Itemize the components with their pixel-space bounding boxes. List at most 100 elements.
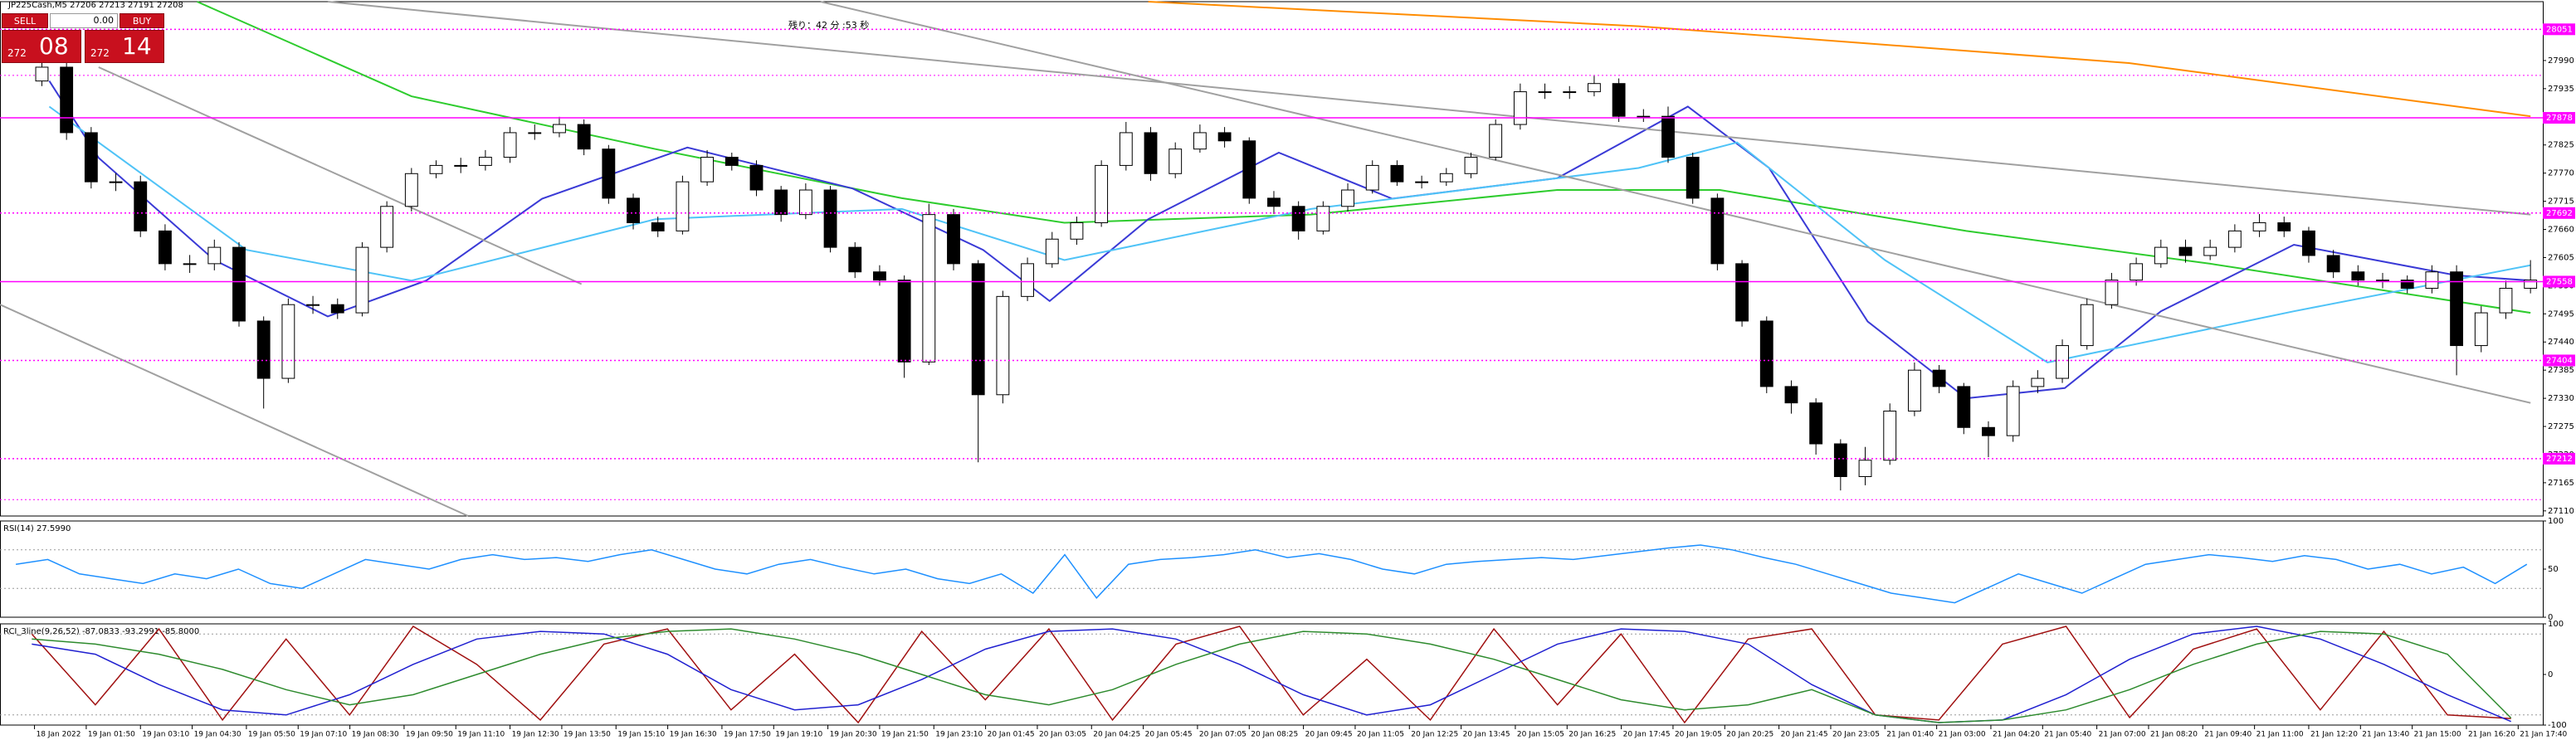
candle-body	[1858, 460, 1872, 477]
candle-body	[2203, 246, 2217, 256]
buy-price-prefix: 272	[90, 47, 110, 59]
candle-body	[1661, 115, 1675, 158]
candle-body	[1217, 132, 1232, 142]
candle-body	[1686, 157, 1700, 199]
y-tick-label: -100	[2548, 721, 2567, 730]
panel-title: RSI(14) 27.5990	[3, 524, 71, 533]
candle-body	[1439, 173, 1453, 183]
panel-frame	[0, 623, 2544, 726]
candle-body	[281, 304, 295, 379]
candle-body	[1982, 426, 1995, 436]
candle-body	[2474, 312, 2488, 347]
sell-button[interactable]: SELL	[2, 13, 48, 28]
candle-body	[1883, 411, 1897, 461]
x-tick-label: 21 Jan 12:20	[2310, 731, 2358, 739]
y-tick-label: 100	[2548, 620, 2564, 629]
candle-body	[749, 164, 764, 191]
candle-body	[35, 66, 49, 82]
y-tick-label: 27330	[2548, 394, 2574, 403]
x-tick-label: 21 Jan 07:00	[2099, 731, 2146, 739]
candle-body	[1316, 206, 1330, 231]
price-level-label: 27878	[2546, 114, 2573, 123]
candle-body	[2425, 271, 2439, 289]
x-tick-label: 19 Jan 21:50	[881, 731, 929, 739]
price-level-label: 27404	[2546, 356, 2573, 365]
indicator-line	[0, 304, 469, 517]
candle-body	[2105, 280, 2119, 305]
y-tick-label: 100	[2548, 517, 2564, 526]
x-tick-label: 21 Jan 05:40	[2044, 731, 2091, 739]
candle-body	[2227, 230, 2242, 248]
x-tick-label: 19 Jan 04:30	[194, 731, 242, 739]
x-tick-label: 21 Jan 15:00	[2414, 731, 2461, 739]
candle-body	[2006, 386, 2020, 436]
y-tick-label: 27165	[2548, 479, 2574, 488]
panel-title: RCI_3line(9,26,52) -87.0833 -93.2991 -85…	[3, 627, 199, 636]
indicator-line	[98, 66, 583, 285]
candle-body	[1759, 320, 1773, 387]
candle-body	[2031, 377, 2045, 387]
x-tick-label: 21 Jan 01:40	[1886, 731, 1934, 739]
x-tick-label: 19 Jan 15:10	[617, 731, 665, 739]
x-tick-label: 19 Jan 16:30	[670, 731, 717, 739]
x-tick-label: 18 Jan 2022	[37, 731, 81, 739]
candle-body	[2056, 345, 2069, 379]
x-tick-label: 19 Jan 11:10	[457, 731, 505, 739]
candle-body	[1464, 157, 1478, 174]
x-tick-label: 20 Jan 12:25	[1411, 731, 1458, 739]
y-tick-label: 27770	[2548, 169, 2574, 178]
lot-input[interactable]: 0.00	[50, 13, 118, 28]
candle-body	[577, 124, 591, 150]
y-tick-label: 50	[2548, 565, 2559, 574]
candle-body	[1513, 91, 1527, 125]
x-tick-label: 19 Jan 12:30	[512, 731, 559, 739]
x-tick-label: 19 Jan 05:50	[248, 731, 295, 739]
x-tick-label: 21 Jan 13:40	[2362, 731, 2409, 739]
candle-body	[2252, 222, 2266, 231]
x-tick-label: 21 Jan 03:00	[1939, 731, 1986, 739]
price-level-label: 28051	[2546, 25, 2573, 34]
y-tick-label: 27275	[2548, 422, 2574, 431]
x-tick-label: 20 Jan 15:05	[1517, 731, 1564, 739]
x-tick-label: 20 Jan 04:25	[1093, 731, 1140, 739]
candle-body	[1144, 132, 1158, 174]
x-tick-label: 19 Jan 01:50	[88, 731, 135, 739]
candle-body	[627, 197, 640, 224]
candle-body	[1291, 206, 1305, 231]
y-tick-label: 27990	[2548, 56, 2574, 66]
x-tick-label: 19 Jan 19:10	[775, 731, 822, 739]
indicator-line	[31, 626, 2511, 724]
candle-body	[1045, 238, 1059, 265]
y-tick-label: 27825	[2548, 141, 2574, 150]
price-level-tag	[2543, 452, 2575, 465]
price-level-tag	[2543, 354, 2575, 367]
indicator-line	[48, 105, 2531, 363]
candle-body	[1095, 164, 1109, 224]
candle-body	[996, 295, 1010, 396]
y-tick-label: 27440	[2548, 338, 2574, 347]
indicator-line	[32, 628, 2512, 723]
candle-body	[478, 157, 492, 166]
candle-body	[1907, 369, 1921, 412]
price-level-tag	[2543, 112, 2575, 124]
sell-price[interactable]: 272 08	[2, 30, 81, 63]
candle-body	[429, 164, 443, 174]
y-tick-label: 27385	[2548, 366, 2574, 375]
x-tick-label: 20 Jan 13:45	[1463, 731, 1510, 739]
x-tick-label: 20 Jan 07:05	[1199, 731, 1247, 739]
candle-body	[2450, 271, 2464, 347]
y-tick-label: 27495	[2548, 309, 2574, 319]
x-tick-label: 19 Jan 20:30	[830, 731, 877, 739]
candle-body	[60, 66, 74, 134]
x-tick-label: 20 Jan 19:05	[1675, 731, 1722, 739]
sell-price-pips: 08	[39, 32, 69, 60]
candle-body	[651, 222, 665, 231]
x-tick-label: 21 Jan 16:20	[2468, 731, 2515, 739]
candle-body	[1390, 164, 1404, 183]
buy-button[interactable]: BUY	[120, 13, 164, 28]
candle-body	[1021, 263, 1034, 297]
buy-price[interactable]: 272 14	[85, 30, 164, 63]
candle-body	[553, 124, 566, 134]
y-tick-label: 0	[2548, 613, 2553, 622]
